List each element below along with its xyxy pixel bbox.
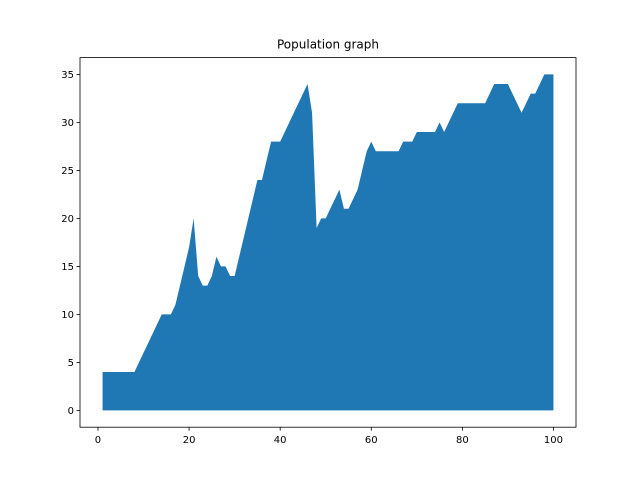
y-tick-label: 5 xyxy=(68,358,74,369)
y-tick-label: 0 xyxy=(68,406,74,417)
y-tick-label: 10 xyxy=(61,310,74,321)
x-tick-label: 20 xyxy=(183,435,196,446)
y-tick-label: 15 xyxy=(61,262,74,273)
axes: 0 20 40 60 80 100 0 5 10 15 20 25 30 35 xyxy=(61,57,577,446)
x-tick-label: 40 xyxy=(274,435,287,446)
axes-frame xyxy=(79,57,577,428)
x-tick-label: 60 xyxy=(365,435,378,446)
y-tick-label: 35 xyxy=(61,70,74,81)
chart-title: Population graph xyxy=(277,38,379,52)
y-tick-label: 20 xyxy=(61,214,74,225)
plot-area xyxy=(102,74,554,411)
x-tick-label: 80 xyxy=(456,435,469,446)
y-tick-label: 30 xyxy=(61,118,74,129)
area-series-0 xyxy=(102,74,554,411)
x-tick-label: 100 xyxy=(544,435,563,446)
y-tick-label: 25 xyxy=(61,166,74,177)
x-tick-label: 0 xyxy=(95,435,101,446)
